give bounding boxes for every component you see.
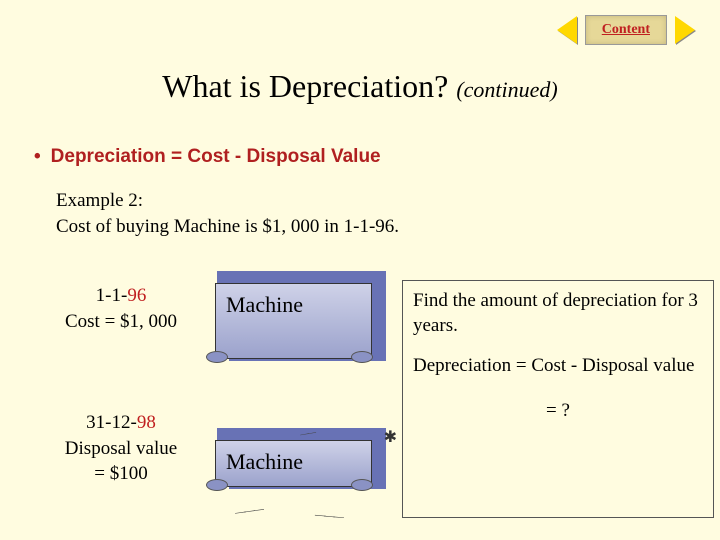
machine-old-label: Machine (216, 441, 371, 483)
machine-foot-icon (206, 479, 228, 491)
label-start: 1-1-96 Cost = $1, 000 (56, 283, 186, 334)
date2-prefix: 31-12- (86, 412, 137, 433)
crack-icon: —— (299, 427, 315, 439)
top-nav: Content (557, 15, 695, 45)
cost-label: Cost = $1, 000 (56, 309, 186, 335)
question-box: Find the amount of depreciation for 3 ye… (402, 280, 714, 518)
example-line: Cost of buying Machine is $1, 000 in 1-1… (56, 214, 399, 240)
date1-year: 96 (127, 285, 146, 306)
date1-prefix: 1-1- (96, 285, 128, 306)
question-text: Find the amount of depreciation for 3 ye… (413, 289, 703, 338)
formula-heading: • Depreciation = Cost - Disposal Value (34, 146, 381, 168)
machine-foot-icon (351, 351, 373, 363)
machine-new-box: Machine (215, 283, 372, 359)
machine-new-label: Machine (216, 284, 371, 326)
crack-icon: ——— (315, 509, 343, 523)
gear-icon: ✱ (384, 427, 397, 447)
date2-year: 98 (137, 412, 156, 433)
formula-text: Depreciation = Cost - Disposal Value (51, 146, 381, 167)
next-arrow-icon[interactable] (675, 16, 695, 44)
disposal-label-2: = $100 (56, 461, 186, 487)
prev-arrow-icon[interactable] (557, 16, 577, 44)
content-button[interactable]: Content (585, 15, 667, 45)
machine-old-box: ✱ Machine (215, 440, 372, 487)
label-end: 31-12-98 Disposal value = $100 (56, 410, 186, 487)
disposal-label-1: Disposal value (56, 436, 186, 462)
equation-text: Depreciation = Cost - Disposal value (413, 354, 703, 379)
title-suffix: (continued) (456, 77, 557, 102)
bullet-icon: • (34, 146, 41, 167)
example-block: Example 2: Cost of buying Machine is $1,… (56, 188, 399, 239)
machine-foot-icon (351, 479, 373, 491)
machine-foot-icon (206, 351, 228, 363)
page-title: What is Depreciation? (continued) (0, 68, 720, 105)
example-header: Example 2: (56, 188, 399, 214)
title-main: What is Depreciation? (162, 68, 448, 104)
crack-icon: ——— (234, 503, 262, 519)
answer-text: = ? (413, 399, 703, 424)
